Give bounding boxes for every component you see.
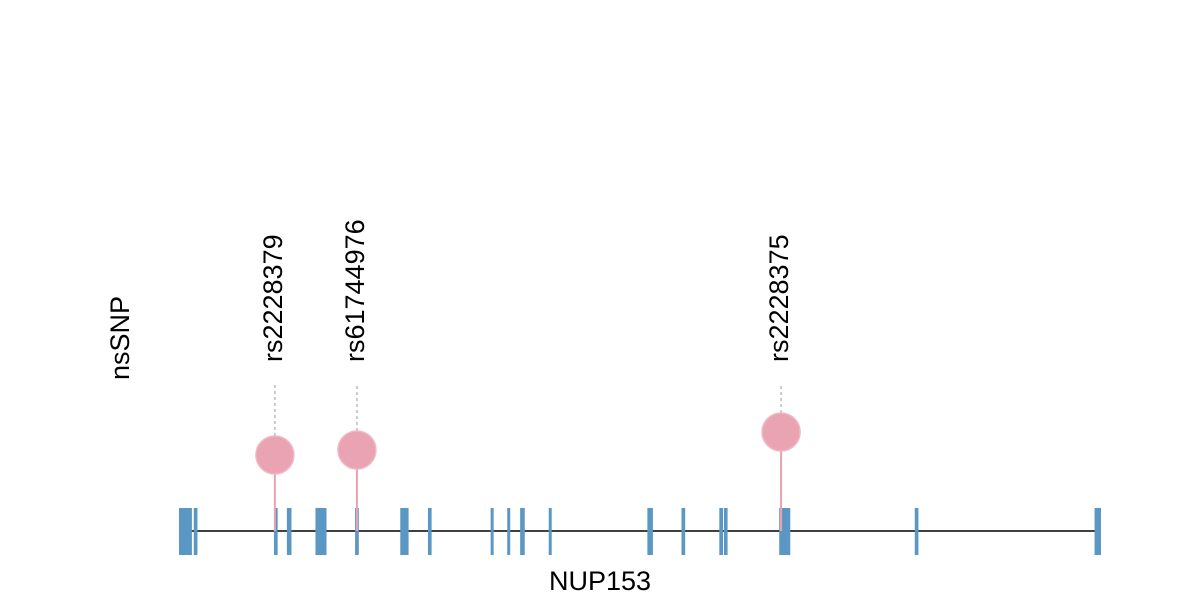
exon [1094, 508, 1101, 555]
exon [427, 508, 432, 555]
exon [400, 508, 409, 555]
exon [779, 508, 791, 555]
y-axis-label: nsSNP [105, 296, 135, 380]
exon [355, 508, 359, 555]
exon [507, 508, 511, 555]
gene-name: NUP153 [549, 566, 651, 596]
exon [490, 508, 494, 555]
exon [193, 508, 198, 555]
exon [286, 508, 292, 555]
exon [719, 508, 723, 555]
exon [520, 508, 525, 555]
exon [315, 508, 327, 555]
exon [723, 508, 728, 555]
exon [179, 508, 192, 555]
exon [273, 508, 278, 555]
exon [681, 508, 686, 555]
exon [647, 508, 653, 555]
exon [548, 508, 552, 555]
exon [914, 508, 919, 555]
snp-marker [255, 435, 295, 475]
snp-label: rs2228379 [258, 234, 288, 362]
snp-marker [337, 430, 377, 470]
snp-marker [761, 412, 801, 452]
snp-label: rs61744976 [340, 219, 370, 362]
snp-label: rs2228375 [764, 234, 794, 362]
